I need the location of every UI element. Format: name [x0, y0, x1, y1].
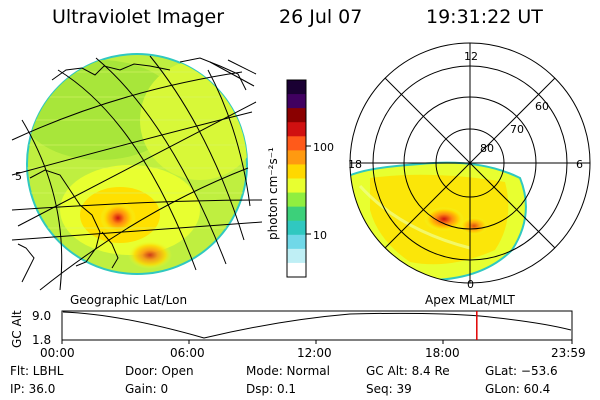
- polar-mlt-18: 18: [348, 158, 362, 171]
- geographic-grid: [11, 55, 263, 291]
- polar-caption: Apex MLat/MLT: [425, 293, 515, 307]
- status-seq: Seq: 39: [366, 382, 412, 396]
- altitude-plot: GC Alt 9.0 1.8 00:00 06:00 12:00 18:00 2…: [10, 309, 586, 360]
- colorbar-cell: [287, 94, 306, 109]
- colorbar-cell: [287, 206, 306, 222]
- status-glat: GLat: −53.6: [485, 364, 558, 378]
- colorbar-cell: [287, 150, 306, 166]
- alt-ytick-high: 9.0: [32, 309, 51, 323]
- time-label: 19:31:22 UT: [426, 6, 543, 28]
- polar-mlt-12: 12: [464, 50, 478, 63]
- geo-grid-tick: 5: [15, 170, 22, 183]
- date-label: 26 Jul 07: [279, 6, 363, 28]
- colorbar-cell: [287, 192, 306, 208]
- colorbar-tick-10: 10: [313, 229, 327, 242]
- colorbar-cell: [287, 108, 306, 123]
- colorbar-tick-100: 100: [313, 141, 334, 154]
- alt-ylabel: GC Alt: [10, 310, 24, 348]
- polar-grid: [349, 42, 591, 284]
- polar-lat-70: 70: [510, 123, 524, 136]
- geographic-image: [17, 53, 248, 283]
- colorbar-cell: [287, 136, 306, 151]
- alt-ytick-low: 1.8: [32, 333, 51, 347]
- status-mode: Mode: Normal: [246, 364, 330, 378]
- alt-xtick-1200: 12:00: [297, 346, 332, 360]
- status-ip: IP: 36.0: [10, 382, 56, 396]
- colorbar-cell: [287, 178, 306, 194]
- polar-lat-80: 80: [480, 142, 494, 155]
- alt-xtick-1800: 18:00: [425, 346, 460, 360]
- colorbar-cell: [287, 262, 306, 278]
- polar-mlt-6: 6: [576, 158, 583, 171]
- polar-mlt-0: 0: [467, 278, 474, 291]
- status-glon: GLon: 60.4: [485, 382, 551, 396]
- colorbar-unit-label: photon cm⁻²s⁻¹: [266, 147, 280, 240]
- status-gc-alt: GC Alt: 8.4 Re: [366, 364, 450, 378]
- polar-lat-60: 60: [535, 100, 549, 113]
- status-gain: Gain: 0: [125, 382, 169, 396]
- geographic-caption: Geographic Lat/Lon: [70, 293, 188, 307]
- colorbar-cell: [287, 122, 306, 137]
- alt-xtick-0600: 06:00: [170, 346, 205, 360]
- colorbar-cell: [287, 234, 306, 250]
- colorbar: 100 10 photon cm⁻²s⁻¹: [266, 79, 334, 278]
- status-flt: Flt: LBHL: [10, 364, 64, 378]
- colorbar-cell: [287, 164, 306, 180]
- colorbar-cell: [287, 248, 306, 264]
- colorbar-cell: [287, 220, 306, 236]
- alt-xtick-0000: 00:00: [40, 346, 75, 360]
- status-door: Door: Open: [125, 364, 194, 378]
- alt-xtick-2359: 23:59: [551, 346, 586, 360]
- status-dsp: Dsp: 0.1: [246, 382, 297, 396]
- instrument-title: Ultraviolet Imager: [52, 6, 225, 28]
- colorbar-cell: [287, 80, 306, 95]
